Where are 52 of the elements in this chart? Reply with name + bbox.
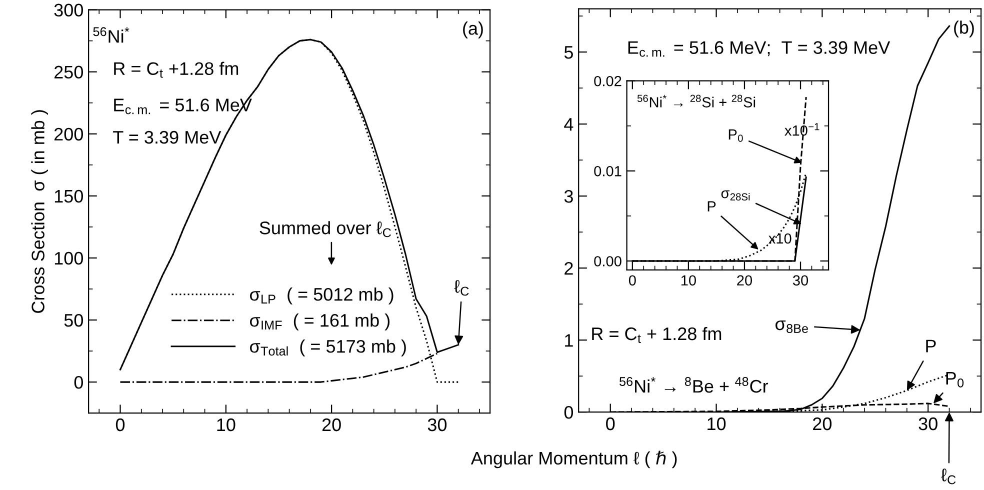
annotation: Summed over ℓ$_{C}$: [260, 221, 391, 238]
x-tick-label: 30: [792, 275, 808, 286]
annotation: P: [926, 340, 936, 352]
x-tick-label: 30: [918, 417, 938, 430]
annotation: (b): [954, 20, 974, 38]
annotation: σ$_{8Be}$: [776, 320, 808, 334]
annotation: x10: [768, 233, 792, 244]
y-tick-label: 100: [54, 252, 83, 265]
legend-label: σ$_{IMF}$ ( = 161 mb ): [250, 314, 390, 330]
legend-label: σ$_{LP}$ ( = 5012 mb ): [250, 288, 394, 304]
y-tick-label: 250: [54, 66, 83, 79]
y-tick-label: 200: [54, 128, 83, 141]
annotation: x10$^{−1}$: [784, 123, 820, 136]
y-tick-label: 0.02: [594, 76, 622, 86]
y-tick-label: 4: [564, 118, 574, 131]
annotation: E$_{c.m.}$ = 51.6 MeV; T = 3.39 MeV: [628, 41, 890, 57]
x-tick-label: 30: [428, 418, 447, 432]
y-tick-label: 0.00: [594, 256, 622, 266]
x-tick-label: 20: [813, 417, 832, 430]
annotation: R = C$_{t}$ +1.28 fm: [114, 62, 238, 78]
annotation: P$_{0}$: [728, 129, 743, 142]
annotation: ℓ$_{C}$: [454, 280, 469, 296]
annotation: σ$_{28Si}$: [721, 190, 750, 200]
y-tick-label: 5: [564, 46, 573, 59]
y-tick-label: 50: [64, 314, 83, 327]
y-tick-label: 300: [54, 4, 83, 17]
annotation: P$_{0}$: [946, 372, 964, 388]
x-tick-label: 20: [737, 275, 752, 286]
y-axis-title: Cross Section σ ( in mb ): [31, 110, 48, 313]
annotation: P: [708, 201, 716, 212]
annotation: $^{56}$Ni$^{*}$ → $^{8}$Be + $^{48}$Cr: [620, 377, 768, 393]
y-tick-label: 2: [564, 262, 573, 275]
x-tick-label: 20: [322, 418, 341, 432]
x-axis-title: Angular Momentum ℓ ( ℏ ): [470, 450, 677, 468]
y-tick-label: 3: [564, 190, 573, 203]
annotation: $^{56}$Ni$^{*}$ → $^{28}$Si + $^{28}$Si: [637, 94, 756, 108]
annotation: T = 3.39 MeV: [113, 130, 222, 144]
x-tick-label: 10: [708, 417, 726, 430]
x-tick-label: 10: [681, 275, 696, 286]
y-tick-label: 0: [74, 376, 83, 389]
y-tick-label: 1: [565, 334, 573, 347]
y-tick-label: 0.01: [594, 166, 622, 176]
annotation: ℓ$_{C}$: [941, 468, 956, 484]
x-tick-label: 0: [116, 418, 125, 432]
x-tick-label: 10: [217, 418, 236, 432]
annotation: R = C$_{t}$ + 1.28 fm: [592, 326, 722, 343]
y-tick-label: 150: [54, 190, 83, 203]
legend-label: σ$_{Total}$ ( = 5173 mb ): [250, 340, 406, 356]
y-tick-label: 0: [564, 406, 574, 419]
annotation: (a): [463, 22, 483, 38]
x-tick-label: 0: [628, 275, 636, 286]
annotation: $^{56}$Ni$^{*}$: [93, 27, 130, 43]
